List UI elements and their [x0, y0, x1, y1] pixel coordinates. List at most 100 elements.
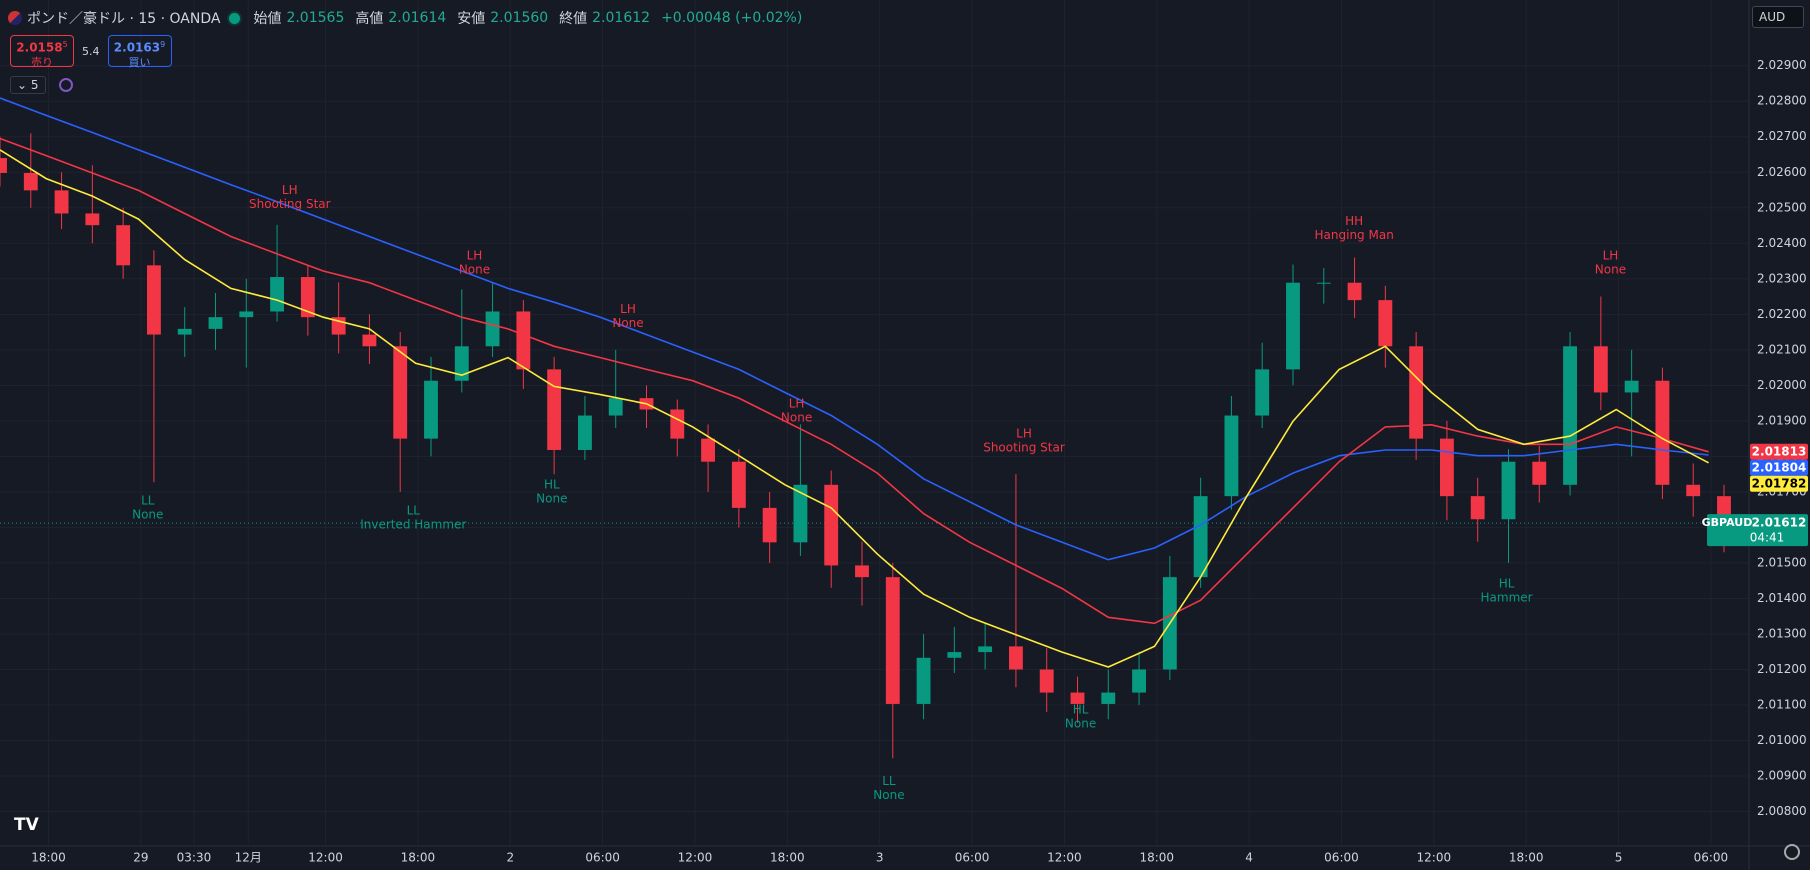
buy-price: 2.0163: [113, 40, 161, 55]
pivot-label: HL: [1073, 702, 1089, 716]
y-tick-label: 2.02900: [1757, 58, 1807, 72]
moving-average: [0, 149, 1709, 668]
price-tag: 2.01782: [1752, 476, 1807, 490]
pivot-label: LL: [141, 493, 155, 507]
pivot-label: Hanging Man: [1315, 228, 1394, 242]
x-tick-label: 3: [876, 851, 884, 865]
x-tick-label: 06:00: [955, 851, 990, 865]
x-tick-label: 03:30: [177, 851, 212, 865]
y-tick-label: 2.01400: [1757, 591, 1807, 605]
y-tick-label: 2.01500: [1757, 555, 1807, 569]
candle-body: [1532, 461, 1547, 485]
y-tick-label: 2.02000: [1757, 378, 1807, 392]
candle-body: [855, 565, 869, 578]
pivot-label: None: [536, 491, 567, 505]
candle-body: [1132, 669, 1146, 693]
pivot-label: LL: [882, 774, 896, 788]
candle-body: [1409, 346, 1424, 439]
y-tick-label: 2.02100: [1757, 342, 1807, 356]
candle-body: [670, 409, 685, 439]
y-tick-label: 2.02200: [1757, 307, 1807, 321]
x-tick-label: 12:00: [1047, 851, 1082, 865]
change: +0.00048 (+0.02%): [661, 10, 803, 26]
candle-body: [916, 657, 931, 704]
y-tick-label: 2.02600: [1757, 165, 1807, 179]
candle-body: [577, 415, 592, 450]
sell-sup: 5: [62, 40, 68, 49]
candle-body: [1624, 380, 1639, 393]
candle-body: [1316, 282, 1331, 284]
candle-body: [824, 484, 839, 566]
symbol[interactable]: ポンド／豪ドル · 15 · OANDA: [27, 11, 221, 27]
countdown: 04:41: [1750, 531, 1785, 545]
y-tick-label: 2.00800: [1757, 804, 1807, 818]
last-symbol: GBPAUD: [1702, 516, 1753, 529]
symbol-icon: [8, 11, 22, 25]
last-price-bg: [1707, 514, 1808, 547]
low-label: 安値: [457, 11, 486, 27]
y-tick-label: 2.02700: [1757, 129, 1807, 143]
candle-body: [147, 265, 161, 335]
pivot-label: Shooting Star: [983, 441, 1065, 455]
y-tick-label: 2.02300: [1757, 271, 1807, 285]
candle-body: [1439, 438, 1454, 497]
sell-label: 売り: [31, 55, 53, 69]
x-tick-label: 12:00: [678, 851, 713, 865]
candle-body: [393, 346, 408, 439]
candle-body: [1008, 646, 1023, 670]
x-tick-label: 18:00: [401, 851, 436, 865]
candle-body: [1563, 346, 1577, 485]
buy-sup: 9: [160, 40, 166, 49]
pivot-label: Inverted Hammer: [360, 518, 466, 532]
candle-body: [116, 225, 131, 266]
x-tick-label: 18:00: [31, 851, 66, 865]
candle-body: [762, 507, 777, 543]
candle-body: [177, 328, 192, 335]
pivot-label: LH: [1603, 249, 1619, 263]
candle-body: [978, 646, 993, 653]
candle-body: [731, 461, 746, 508]
pivot-label: None: [612, 316, 643, 330]
candle-body: [701, 438, 715, 462]
x-tick-label: 29: [133, 851, 148, 865]
candle-body: [516, 311, 531, 370]
logo[interactable]: TV: [14, 815, 39, 835]
pivot-label: None: [873, 788, 904, 802]
candle-body: [1378, 300, 1393, 347]
buy-button[interactable]: 2.01639 買い: [107, 35, 172, 69]
pivot-label: LH: [1016, 427, 1032, 441]
indicator-count: 5: [30, 78, 39, 92]
candle-body: [1593, 346, 1608, 393]
pivot-label: LH: [282, 183, 298, 197]
settings[interactable]: [1784, 844, 1800, 860]
y-tick-label: 2.01000: [1757, 733, 1807, 747]
pivot-label: HH: [1345, 214, 1363, 228]
sell-button[interactable]: 2.01585 売り: [10, 35, 74, 69]
close-value: 2.01612: [592, 10, 651, 26]
x-tick-label: 18:00: [1139, 851, 1174, 865]
market-status: [229, 12, 241, 24]
pivot-label: None: [459, 263, 490, 277]
moving-average: [0, 97, 1709, 561]
x-tick-label: 12月: [235, 851, 262, 865]
header: ポンド／豪ドル · 15 · OANDA 始値 2.01565 高値 2.01614…: [8, 8, 808, 28]
sync-icon[interactable]: [59, 78, 73, 92]
y-tick-label: 2.01100: [1757, 698, 1807, 712]
candle-body: [947, 652, 962, 658]
candle-body: [424, 380, 438, 439]
candle-body: [1039, 669, 1054, 693]
pivot-label: LH: [620, 302, 636, 316]
indicator-toggle[interactable]: ⌄ 5: [10, 76, 46, 94]
open-label: 始値: [253, 11, 282, 27]
candle-body: [1193, 496, 1208, 578]
y-tick-label: 2.00900: [1757, 769, 1807, 783]
y-tick-label: 2.01200: [1757, 662, 1807, 676]
candle-body: [1101, 692, 1116, 704]
candle-body: [793, 484, 808, 543]
currency-select[interactable]: AUD: [1752, 6, 1804, 28]
candle-body: [1655, 380, 1670, 485]
trade-panel: 2.01585 売り 5.4 2.01639 買い: [10, 35, 172, 69]
candle-body: [1686, 484, 1701, 497]
candle-body: [54, 190, 69, 214]
